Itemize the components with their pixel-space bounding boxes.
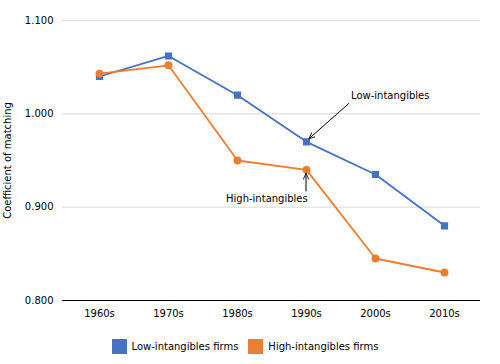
svg-text:1980s: 1980s — [222, 308, 253, 319]
svg-text:1990s: 1990s — [291, 308, 322, 319]
svg-text:Low-intangibles: Low-intangibles — [351, 90, 429, 101]
svg-text:2000s: 2000s — [360, 308, 391, 319]
svg-text:1.000: 1.000 — [25, 108, 54, 119]
svg-text:0.800: 0.800 — [25, 295, 54, 306]
svg-text:High-intangibles: High-intangibles — [226, 193, 308, 204]
svg-text:2010s: 2010s — [429, 308, 460, 319]
svg-text:1960s: 1960s — [84, 308, 115, 319]
html-text:Low-intangibles firms: Low-intangibles firms — [131, 341, 239, 352]
html-text:High-intangibles firms: High-intangibles firms — [268, 341, 379, 352]
svg-text:1970s: 1970s — [153, 308, 184, 319]
svg-text:0.900: 0.900 — [25, 201, 54, 212]
svg-text:Coefficient of matching: Coefficient of matching — [2, 102, 13, 219]
svg-text:1.100: 1.100 — [25, 15, 54, 26]
